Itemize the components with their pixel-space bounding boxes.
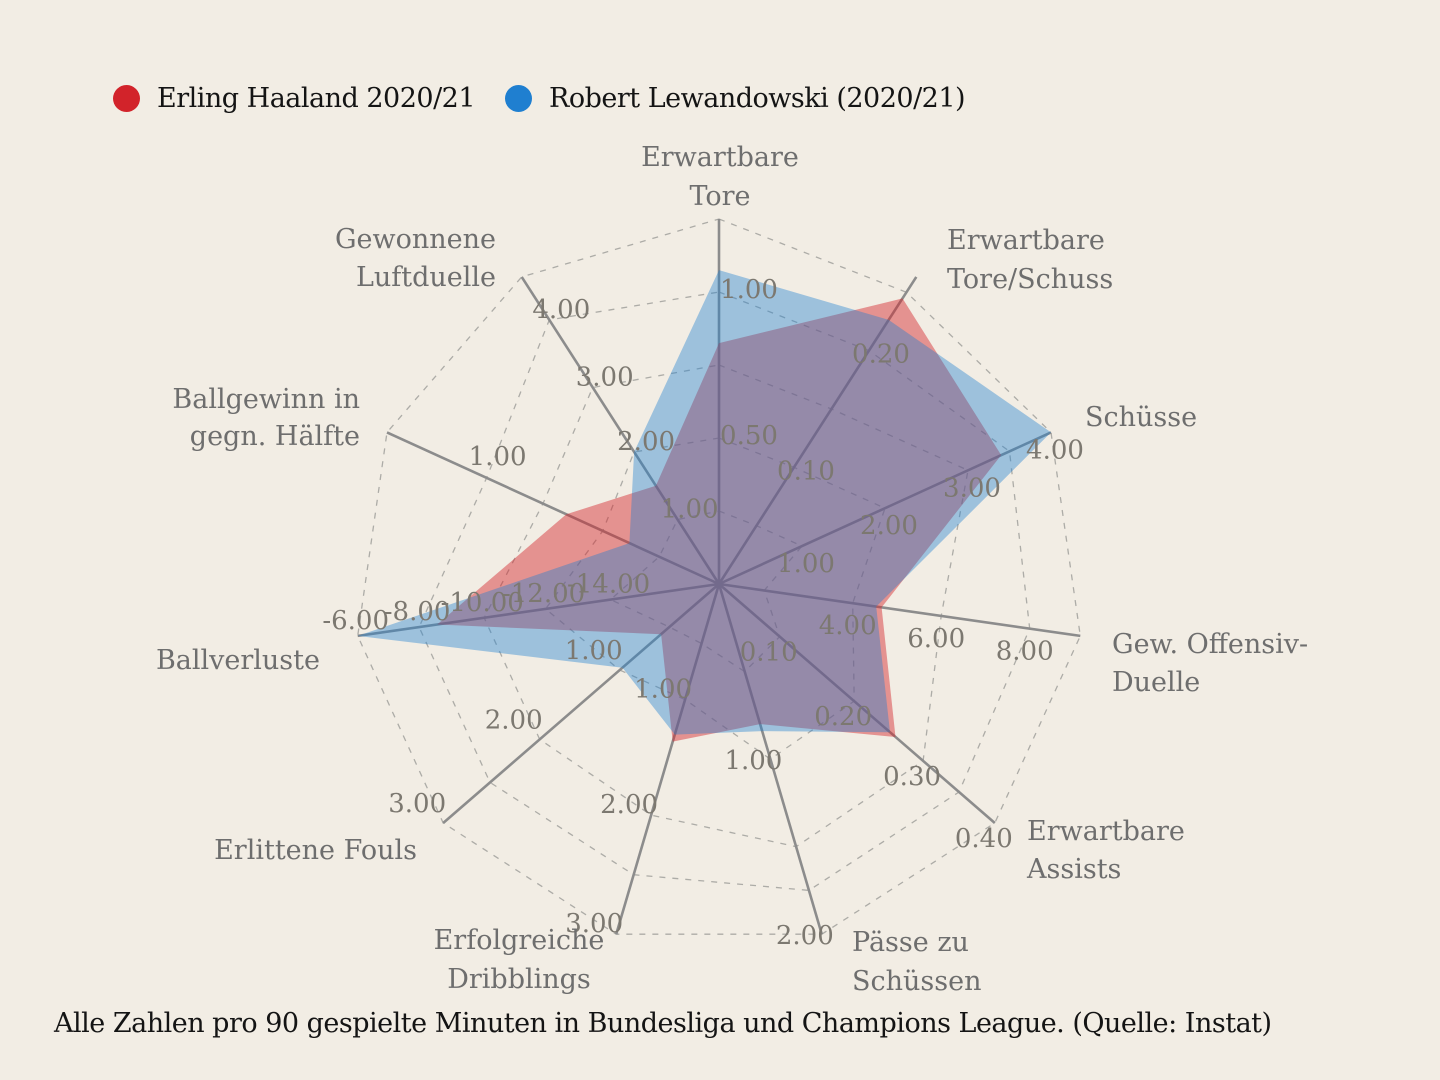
tick-label: 1.00 <box>777 549 835 579</box>
axis-label-1: Pässe zu <box>852 927 969 958</box>
axis-label-1: Erwartbare <box>641 142 799 173</box>
axis-label-1: Ballverluste <box>156 645 320 676</box>
axis-label-2: Duelle <box>1112 667 1200 698</box>
tick-label: 0.20 <box>852 340 910 370</box>
tick-label: 4.00 <box>1026 435 1084 465</box>
tick-label: 3.00 <box>388 789 446 819</box>
legend-label-haaland: Erling Haaland 2020/21 <box>157 83 476 114</box>
axis-label-1: Ballgewinn in <box>172 384 360 415</box>
tick-label: -6.00 <box>322 606 389 636</box>
axis-label-2: Dribblings <box>447 964 591 995</box>
tick-label: 0.20 <box>814 702 872 732</box>
tick-label: 3.00 <box>943 473 1001 503</box>
tick-label: 0.40 <box>955 824 1013 854</box>
tick-label: 8.00 <box>996 637 1054 667</box>
series-lewandowski-area <box>357 270 1051 735</box>
axis-label-1: Erwartbare <box>947 225 1105 256</box>
tick-label: 0.30 <box>883 762 941 792</box>
tick-label: 1.00 <box>724 746 782 776</box>
tick-label: -12.00 <box>502 579 585 609</box>
radar-grid <box>357 218 1081 935</box>
axis-label-2: Schüssen <box>852 966 981 997</box>
axis-label-1: Erwartbare <box>1027 816 1185 847</box>
tick-label: 6.00 <box>907 624 965 654</box>
legend: Erling Haaland 2020/21 Robert Lewandowsk… <box>113 83 966 114</box>
tick-label: 2.00 <box>600 790 658 820</box>
axis-label-2: gegn. Hälfte <box>190 421 360 452</box>
tick-labels: 0.50 1.00 0.10 0.20 1.00 2.00 3.00 4.00 4.00 6.00… <box>322 275 1084 951</box>
tick-label: 1.00 <box>469 442 527 472</box>
series-haaland-area <box>437 298 1002 742</box>
tick-label: 3.00 <box>565 909 623 939</box>
legend-label-lewandowski: Robert Lewandowski (2020/21) <box>549 83 966 114</box>
axis-label-2: Luftduelle <box>356 262 496 293</box>
axis-label-2: Tore <box>689 181 750 212</box>
tick-label: 4.00 <box>532 295 590 325</box>
legend-item-haaland: Erling Haaland 2020/21 <box>113 83 476 114</box>
axis-label-1: Gew. Offensiv- <box>1112 629 1308 660</box>
axis-label-2: Assists <box>1026 854 1121 885</box>
axis-label-1: Gewonnene <box>335 224 496 255</box>
lewandowski-color-swatch-icon <box>505 85 533 112</box>
tick-label: 1.00 <box>565 636 623 666</box>
tick-label: 1.00 <box>661 495 719 525</box>
tick-label: 0.50 <box>720 421 778 451</box>
tick-label: -8.00 <box>384 597 451 627</box>
tick-label: -14.00 <box>567 570 650 600</box>
tick-label: 3.00 <box>576 363 634 393</box>
axis-labels: Erwartbare Tore Erwartbare Tore/Schuss Schüs… <box>156 142 1308 997</box>
tick-label: 4.00 <box>819 611 877 641</box>
tick-label: 2.00 <box>776 921 834 951</box>
tick-label: 2.00 <box>860 511 918 541</box>
axis-label-1: Erlittene Fouls <box>214 835 417 866</box>
source-caption: Alle Zahlen pro 90 gespielte Minuten in … <box>54 1008 1272 1039</box>
tick-label: 2.00 <box>485 705 543 735</box>
tick-label: -10.00 <box>441 588 524 618</box>
tick-label: 1.00 <box>720 275 778 305</box>
tick-label: 0.10 <box>777 456 835 486</box>
legend-item-lewandowski: Robert Lewandowski (2020/21) <box>505 83 966 114</box>
tick-label: 1.00 <box>634 675 692 705</box>
haaland-color-swatch-icon <box>113 85 140 112</box>
axis-label-1: Erfolgreiche <box>434 925 605 956</box>
tick-label: 2.00 <box>617 427 675 457</box>
radar-axes <box>357 219 1081 935</box>
tick-label: 0.10 <box>740 638 798 668</box>
axis-label-1: Schüsse <box>1085 402 1197 433</box>
axis-label-2: Tore/Schuss <box>947 264 1113 295</box>
